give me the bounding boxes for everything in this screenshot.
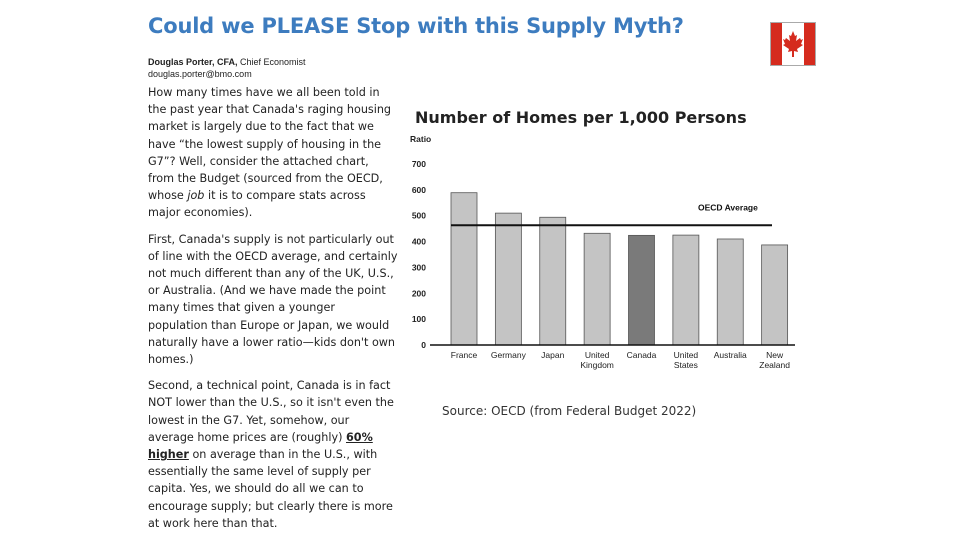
canada-flag-icon [770, 22, 816, 66]
bar-japan [539, 216, 567, 346]
x-tick-label: Kingdom [580, 360, 614, 370]
x-tick-label: France [451, 350, 478, 360]
paragraph-2: First, Canada's supply is not particular… [148, 232, 398, 367]
bar-australia [716, 238, 744, 346]
author-email: douglas.porter@bmo.com [148, 69, 252, 79]
y-tick-label: 600 [412, 185, 426, 195]
x-tick-label: States [674, 360, 698, 370]
paragraph-3: Second, a technical point, Canada is in … [148, 379, 394, 530]
bar-france [450, 192, 478, 346]
y-tick-label: 100 [412, 314, 426, 324]
y-tick-label: 700 [412, 159, 426, 169]
bar-germany [494, 212, 522, 346]
x-tick-label: Australia [714, 350, 747, 360]
author-name: Douglas Porter, CFA, [148, 57, 238, 67]
author-role: Chief Economist [237, 57, 306, 67]
bar-chart: Ratio 0 100 200 300 400 500 600 700 France Germa… [410, 134, 795, 370]
oecd-average-label: OECD Average [698, 202, 758, 212]
article-title: Could we PLEASE Stop with this Supply My… [148, 14, 684, 38]
author-block: Douglas Porter, CFA, Chief Economist dou… [148, 56, 306, 80]
x-tick-label: United [674, 350, 699, 360]
y-axis-label: Ratio [410, 134, 431, 144]
bar-new-zealand [761, 244, 789, 346]
chart-title: Number of Homes per 1,000 Persons [415, 108, 747, 127]
emphasis-job: job [187, 189, 205, 203]
x-tick-label: New [766, 350, 784, 360]
x-tick-label: United [585, 350, 610, 360]
y-tick-label: 400 [412, 237, 426, 247]
paragraph-1: How many times have we all been told in … [148, 86, 392, 220]
emphasis-60-percent: 60% higher [148, 430, 373, 462]
y-tick-label: 200 [412, 288, 426, 298]
bar-united-states [672, 234, 700, 346]
y-tick-label: 500 [412, 211, 426, 221]
x-tick-label: Japan [541, 350, 564, 360]
article-body: How many times have we all been told in … [148, 84, 398, 541]
bar-united-kingdom [583, 232, 611, 346]
y-tick-label: 0 [421, 340, 426, 350]
x-tick-label: Zealand [759, 360, 790, 370]
y-tick-label: 300 [412, 262, 426, 272]
x-tick-label: Canada [627, 350, 657, 360]
chart-source: Source: OECD (from Federal Budget 2022) [442, 404, 697, 418]
bar-canada [628, 234, 655, 346]
x-tick-label: Germany [491, 350, 527, 360]
